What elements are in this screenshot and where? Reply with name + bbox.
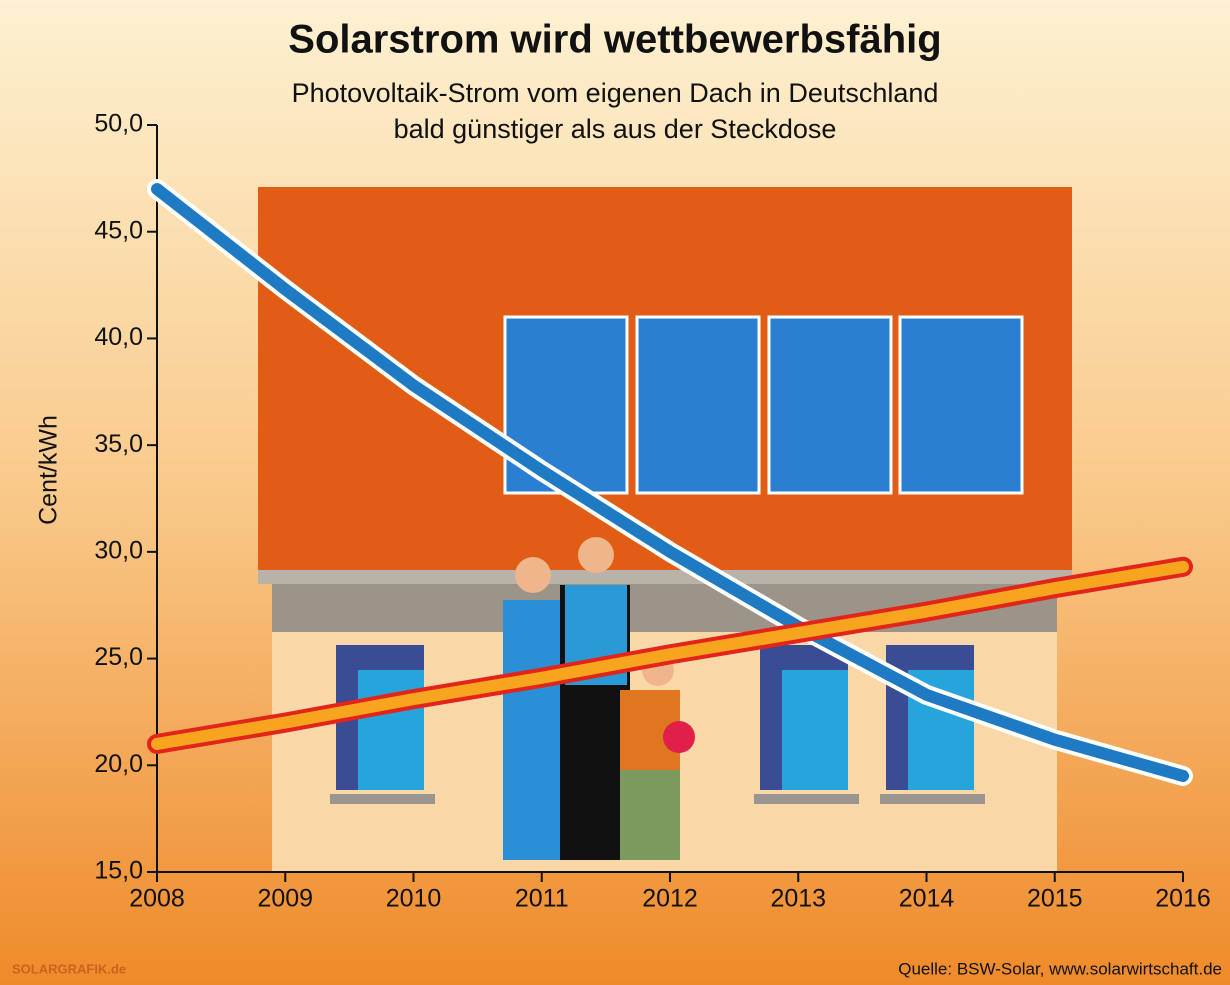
- y-tick-label: 50,0: [94, 110, 143, 138]
- line: [151, 560, 1189, 750]
- chart-title: Solarstrom wird wettbewerbsfähig: [288, 18, 941, 62]
- y-tick-label: 30,0: [94, 536, 143, 564]
- x-tick-label: 2009: [257, 885, 313, 913]
- x-tick-label: 2012: [642, 885, 698, 913]
- y-tick-label: 35,0: [94, 430, 143, 458]
- source: Quelle: BSW-Solar, www.solarwirtschaft.d…: [898, 959, 1222, 978]
- x-tick-label: 2014: [899, 885, 955, 913]
- family: [503, 537, 695, 860]
- x-tick-label: 2013: [770, 885, 826, 913]
- credit: SOLARGRAFIK.de: [12, 961, 126, 976]
- house: [258, 187, 1072, 872]
- y-tick-label: 25,0: [94, 643, 143, 671]
- x-tick-label: 2010: [386, 885, 442, 913]
- line: [151, 183, 1189, 782]
- y-tick-label: 40,0: [94, 323, 143, 351]
- y-tick-label: 45,0: [94, 216, 143, 244]
- x-tick-label: 2011: [515, 885, 569, 913]
- x-tick-label: 2016: [1155, 885, 1211, 913]
- x-tick-label: 2008: [129, 885, 185, 913]
- y-tick-label: 15,0: [94, 857, 143, 885]
- x-tick-label: 2015: [1027, 885, 1083, 913]
- subtitle: Photovoltaik-Strom vom eigenen Dach in D…: [292, 78, 939, 108]
- y-tick-label: 20,0: [94, 750, 143, 778]
- y-axis-label: Cent/kWh: [35, 415, 63, 525]
- subtitle: bald günstiger als aus der Steckdose: [394, 114, 837, 144]
